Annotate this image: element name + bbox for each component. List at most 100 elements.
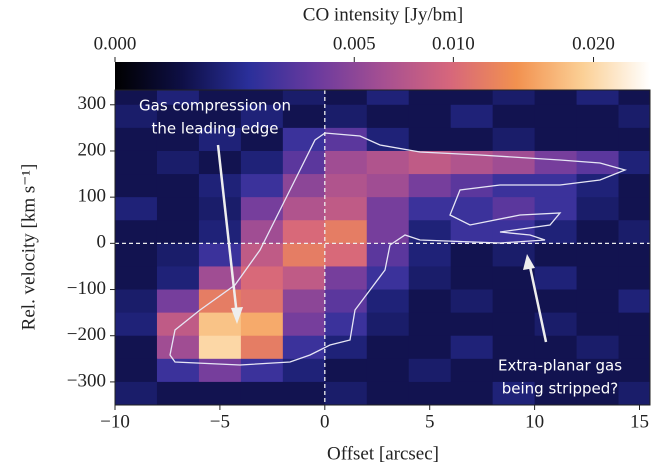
heatmap-cell [576, 243, 620, 267]
heatmap-cell [618, 266, 650, 291]
heatmap-cell [618, 243, 650, 267]
heatmap-cell [492, 127, 536, 152]
heatmap-cell [492, 312, 536, 337]
heatmap-cell [156, 90, 200, 106]
heatmap-cell [408, 335, 452, 360]
heatmap-cell [618, 220, 650, 244]
heatmap-cell [282, 289, 326, 314]
heatmap-cell [492, 335, 536, 360]
heatmap-cell [240, 197, 284, 221]
heatmap-cell [240, 127, 284, 152]
heatmap-cell [408, 197, 452, 221]
heatmap-cell [576, 358, 620, 383]
heatmap-cell [492, 220, 536, 244]
heatmap-cell [408, 90, 452, 106]
heatmap-cell [115, 266, 158, 291]
heatmap-cell [324, 197, 368, 221]
y-tick-label: 200 [78, 139, 107, 160]
heatmap-cell [156, 381, 200, 405]
heatmap-cell [534, 266, 578, 291]
heatmap-cell [366, 104, 410, 129]
heatmap-cell [576, 335, 620, 360]
heatmap-cell [156, 174, 200, 198]
heatmap-cell [534, 381, 578, 405]
heatmap-cell [115, 127, 158, 152]
heatmap-cell [198, 358, 242, 383]
heatmap-cell [324, 266, 368, 291]
overlay [115, 90, 650, 405]
heatmap-cell [366, 127, 410, 152]
heatmap-cell [324, 335, 368, 360]
heatmap-cell [534, 127, 578, 152]
heatmap-cell [115, 312, 158, 337]
heatmap-cell [115, 104, 158, 129]
colorbar-tick-label: 0.000 [94, 33, 137, 54]
heatmap-cell [408, 312, 452, 337]
arrow [527, 261, 548, 343]
x-tick-label: −5 [210, 411, 230, 432]
heatmap-cell [576, 104, 620, 129]
heatmap-cell [492, 174, 536, 198]
heatmap-cell [450, 90, 494, 106]
colorbar-tick-label: 0.020 [572, 33, 615, 54]
heatmap-cell [366, 266, 410, 291]
heatmap-cell [450, 197, 494, 221]
heatmap-cell [366, 197, 410, 221]
heatmap-cell [240, 220, 284, 244]
heatmap-cell [618, 289, 650, 314]
heatmap-cell [115, 174, 158, 198]
heatmap-cell [324, 381, 368, 405]
heatmap-cell [618, 150, 650, 175]
heatmap-cell [450, 358, 494, 383]
arrow-head [523, 254, 535, 270]
heatmap-cell [408, 266, 452, 291]
heatmap-cell [618, 90, 650, 106]
colorbar-tick-label: 0.005 [333, 33, 376, 54]
heatmap-cell [198, 381, 242, 405]
heatmap-cell [156, 289, 200, 314]
heatmap-cell [156, 150, 200, 175]
heatmap-cell [450, 381, 494, 405]
heatmap-cell [198, 243, 242, 267]
heatmap-cell [534, 90, 578, 106]
heatmap-cell [576, 90, 620, 106]
heatmap-cell [324, 358, 368, 383]
heatmap-cell [534, 312, 578, 337]
heatmap-cell [366, 150, 410, 175]
y-axis-label: Rel. velocity [km s⁻¹] [18, 164, 39, 331]
heatmap-cell [618, 381, 650, 405]
heatmap-cell [240, 312, 284, 337]
heatmap-cell [534, 243, 578, 267]
heatmap-cell [282, 197, 326, 221]
heatmap-cell [324, 127, 368, 152]
heatmap-cell [576, 197, 620, 221]
plot-frame [114, 89, 651, 406]
heatmap-cell [450, 104, 494, 129]
heatmap-cell [618, 174, 650, 198]
heatmap-cell [324, 243, 368, 267]
heatmap-cell [450, 150, 494, 175]
heatmap-cell [576, 220, 620, 244]
colorbar-tick-label: 0.010 [432, 33, 475, 54]
heatmap-cell [576, 174, 620, 198]
heatmap-cell [324, 104, 368, 129]
heatmap-cell [534, 150, 578, 175]
heatmap-cell [156, 127, 200, 152]
annotation: the leading edge [152, 120, 279, 138]
heatmap-cell [408, 104, 452, 129]
heatmap-cell [534, 174, 578, 198]
heatmap-cell [366, 174, 410, 198]
heatmap-cell [156, 358, 200, 383]
x-tick-label: 15 [630, 411, 649, 432]
contour [169, 132, 628, 366]
heatmap-cell [156, 220, 200, 244]
heatmap-cell [115, 335, 158, 360]
x-tick-label: −10 [100, 411, 130, 432]
heatmap-cell [198, 104, 242, 129]
heatmap-cell [115, 150, 158, 175]
heatmap-cell [240, 335, 284, 360]
heatmap-cell [366, 220, 410, 244]
heatmap-cell [240, 266, 284, 291]
heatmap-cell [282, 127, 326, 152]
